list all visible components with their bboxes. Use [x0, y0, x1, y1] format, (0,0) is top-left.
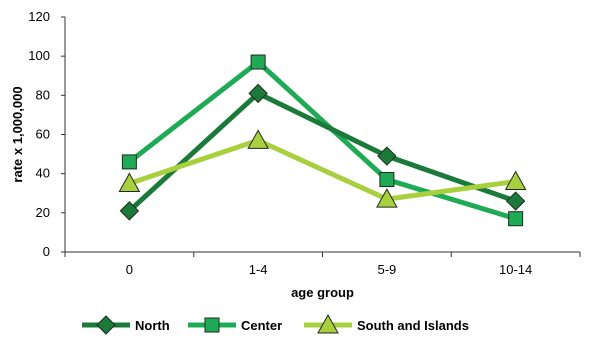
series-line-south-and-islands — [128, 137, 516, 202]
legend-label: Center — [241, 318, 282, 333]
x-tick-label: 10-14 — [499, 262, 532, 277]
point-south-and-islands — [118, 172, 141, 192]
point-south-and-islands — [504, 170, 527, 190]
y-tick-label: 100 — [28, 48, 50, 63]
legend-label: North — [135, 318, 170, 333]
y-axis-title: rate x 1,000,000 — [10, 86, 25, 182]
point-north — [377, 146, 397, 166]
y-tick-label: 80 — [36, 87, 50, 102]
point-center — [508, 211, 524, 227]
point-center — [379, 172, 395, 188]
y-tick-label: 120 — [28, 9, 50, 24]
point-south-and-islands — [376, 188, 398, 208]
legend-item-north: North — [82, 315, 170, 335]
series-layer — [118, 54, 527, 227]
legend-label: South and Islands — [357, 318, 469, 333]
legend-marker — [96, 315, 116, 335]
x-tick-label: 1-4 — [249, 262, 268, 277]
legend: North Center South and Islands — [82, 313, 469, 335]
legend-item-south-and-islands: South and Islands — [304, 313, 469, 334]
legend-item-center: Center — [188, 317, 282, 333]
axes: 0 20 40 60 80 100 120 0 1-4 5-9 10-14 — [28, 9, 581, 277]
y-tick-label: 40 — [36, 166, 50, 181]
x-axis-title: age group — [291, 285, 354, 300]
legend-marker — [204, 317, 220, 333]
series-line-center — [127, 58, 517, 222]
point-center — [250, 54, 266, 70]
point-north — [248, 83, 268, 104]
point-north — [119, 201, 140, 221]
x-tick-label: 0 — [126, 262, 133, 277]
series-line-north — [127, 90, 517, 213]
point-north — [505, 191, 526, 211]
y-tick-label: 60 — [36, 127, 50, 142]
x-tick-label: 5-9 — [377, 262, 396, 277]
point-south-and-islands — [247, 129, 269, 149]
y-tick-label: 0 — [43, 244, 50, 259]
legend-marker — [317, 313, 339, 334]
point-center — [121, 154, 137, 170]
y-tick-label: 20 — [36, 205, 50, 220]
